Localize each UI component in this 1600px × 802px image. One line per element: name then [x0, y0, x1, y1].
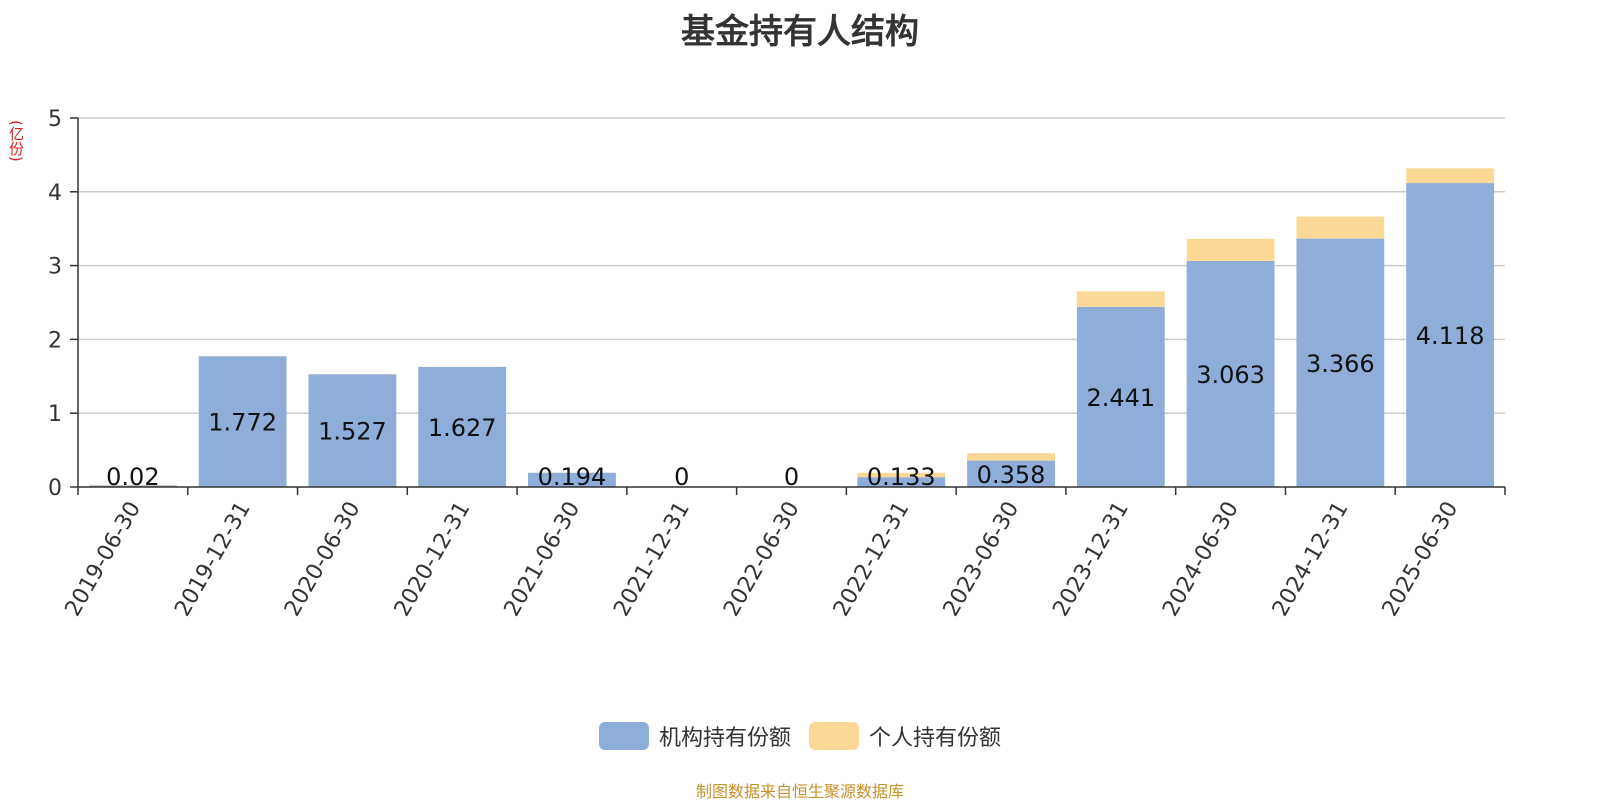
legend: 机构持有份额 个人持有份额 — [0, 720, 1600, 752]
grid-lines — [78, 118, 1505, 413]
x-tick-label: 2022-12-31 — [829, 498, 915, 621]
x-tick-label: 2019-12-31 — [170, 498, 256, 621]
bar-individual — [967, 453, 1055, 460]
legend-label-institutional: 机构持有份额 — [659, 720, 791, 752]
bar-value-label: 1.527 — [318, 418, 387, 446]
bar-value-label: 1.627 — [428, 414, 497, 442]
y-tick-label: 3 — [48, 255, 62, 280]
data-source-note: 制图数据来自恒生聚源数据库 — [0, 778, 1600, 802]
x-tick-label: 2021-12-31 — [609, 498, 695, 621]
bar-value-label: 0 — [674, 463, 689, 491]
x-tick-label: 2021-06-30 — [500, 498, 586, 621]
x-tick-label: 2020-12-31 — [390, 498, 476, 621]
legend-label-individual: 个人持有份额 — [869, 720, 1001, 752]
legend-item-institutional[interactable]: 机构持有份额 — [599, 720, 791, 752]
bar-value-label: 0.133 — [867, 463, 936, 491]
x-tick-label: 2023-12-31 — [1048, 498, 1134, 621]
bar-individual — [1187, 239, 1275, 261]
x-tick-label: 2025-06-30 — [1378, 498, 1464, 621]
bars — [89, 168, 1494, 487]
legend-swatch-individual — [809, 722, 859, 750]
bar-value-label: 4.118 — [1416, 322, 1485, 350]
bar-individual — [1406, 168, 1494, 183]
bar-value-label: 0.358 — [977, 461, 1046, 489]
y-tick-label: 2 — [48, 328, 62, 353]
y-tick-label: 0 — [48, 476, 62, 501]
bar-value-label: 3.063 — [1196, 361, 1265, 389]
bar-value-label: 3.366 — [1306, 350, 1375, 378]
x-tick-label: 2024-06-30 — [1158, 498, 1244, 621]
bar-value-label: 0.194 — [538, 463, 607, 491]
x-tick-label: 2019-06-30 — [61, 498, 147, 621]
legend-swatch-institutional — [599, 722, 649, 750]
x-tick-label: 2020-06-30 — [280, 498, 366, 621]
y-tick-label: 5 — [48, 107, 62, 132]
legend-item-individual[interactable]: 个人持有份额 — [809, 720, 1001, 752]
stacked-bar-chart: 0 1 2 3 4 5 2019-06-30 2019-12-31 2020-06-30 2020… — [0, 0, 1600, 700]
bar-value-label: 0 — [784, 463, 799, 491]
bar-individual — [1077, 291, 1165, 306]
bar-individual — [1296, 216, 1384, 238]
y-tick-label: 1 — [48, 402, 62, 427]
x-tick-label: 2022-06-30 — [719, 498, 805, 621]
x-tick-label: 2024-12-31 — [1268, 498, 1354, 621]
bar-value-label: 2.441 — [1086, 384, 1155, 412]
y-tick-label: 4 — [48, 181, 62, 206]
x-tick-label: 2023-06-30 — [939, 498, 1025, 621]
bar-value-label: 1.772 — [208, 409, 277, 437]
bar-value-label: 0.02 — [106, 463, 159, 491]
